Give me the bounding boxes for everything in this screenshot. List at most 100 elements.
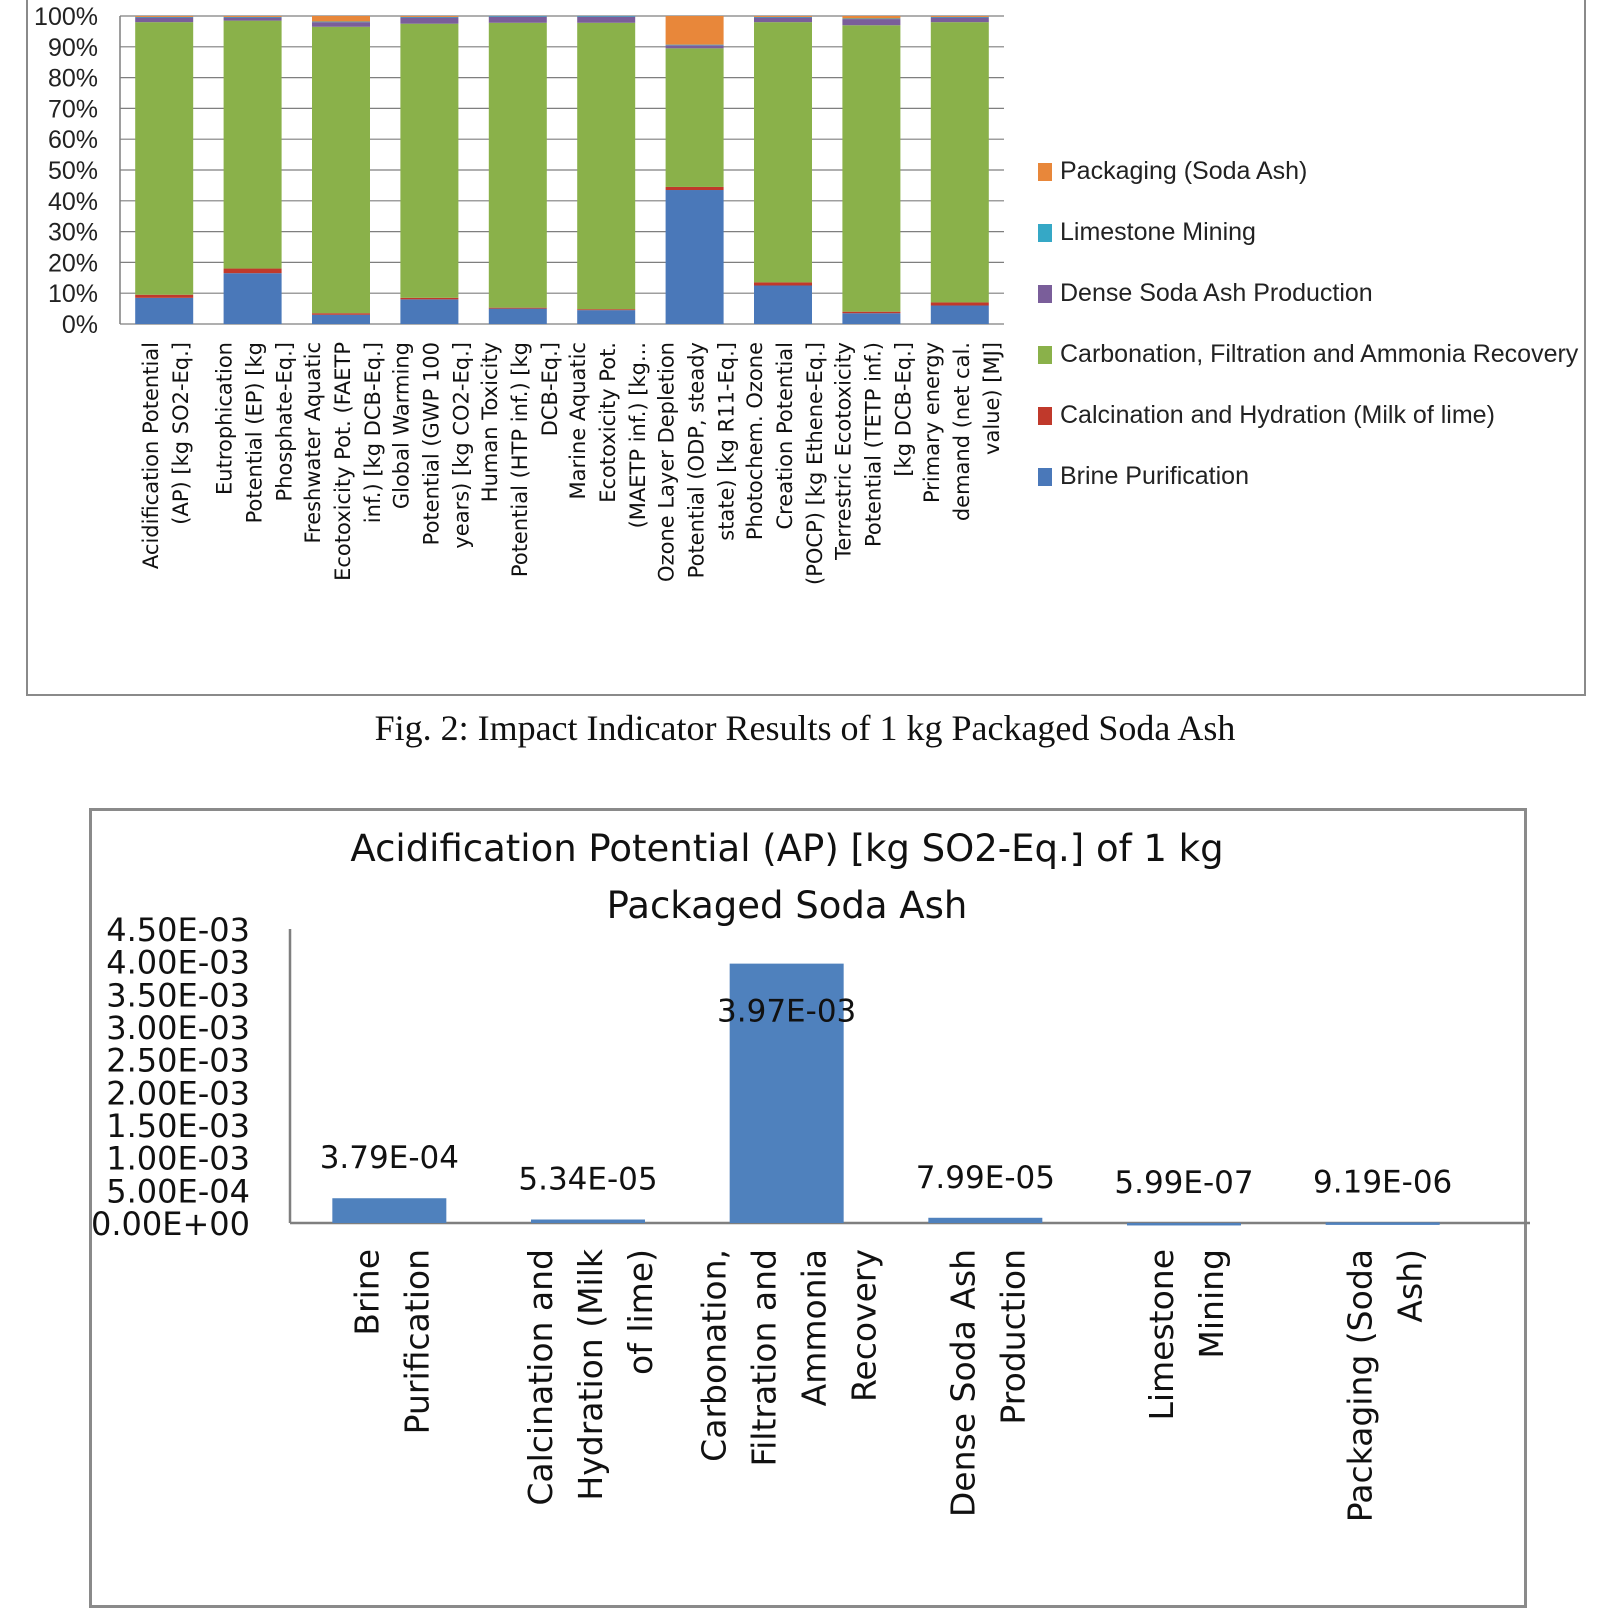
x-tick-label: value) [MJ] <box>980 342 1004 455</box>
data-label: 5.34E-05 <box>518 1162 657 1198</box>
y-tick-label: 30% <box>48 219 98 247</box>
bar-segment <box>400 23 459 298</box>
legend-label: Dense Soda Ash Production <box>1060 279 1373 307</box>
legend-swatch <box>1038 224 1052 242</box>
bar-segment <box>665 186 724 191</box>
bar-segment <box>842 18 901 20</box>
bar-segment <box>842 16 901 19</box>
data-label: 5.99E-07 <box>1114 1165 1253 1201</box>
bar-segment <box>842 313 901 324</box>
x-tick-label: Carbonation, <box>695 1249 734 1462</box>
bar-segment <box>754 22 812 283</box>
legend-swatch <box>1038 468 1052 486</box>
bar-segment <box>930 16 989 18</box>
x-tick-label: Global Warming <box>389 342 413 509</box>
bar-segment <box>930 305 989 324</box>
bar-segment <box>754 16 812 18</box>
bar-segment <box>400 299 459 324</box>
bar-segment <box>577 310 636 324</box>
bar-segment <box>930 17 989 23</box>
bar <box>531 1219 645 1223</box>
x-tick-label: (POCP) [kg Ethene-Eq.] <box>803 342 827 585</box>
x-tick-label: Hydration (Milk <box>571 1248 610 1500</box>
x-tick-label: (AP) [kg SO2-Eq.] <box>169 342 193 525</box>
y-tick-label: 1.50E-03 <box>106 1107 250 1145</box>
legend-swatch <box>1038 407 1052 425</box>
y-tick-label: 40% <box>48 188 98 216</box>
bar <box>332 1198 447 1223</box>
y-tick-label: 2.00E-03 <box>106 1074 250 1112</box>
bar-segment <box>312 314 370 324</box>
ap-bar-chart: Acidification Potential (AP) [kg SO2-Eq.… <box>89 808 1530 1608</box>
bar <box>1127 1222 1241 1226</box>
bar-segment <box>135 16 194 17</box>
x-tick-label: Potential (ODP, steady <box>685 342 709 578</box>
x-tick-label: Ozone Layer Depletion <box>655 342 679 582</box>
bar-segment <box>223 16 282 18</box>
bar-segment <box>400 16 459 18</box>
x-tick-label: Ecotoxicity Pot. <box>596 342 620 503</box>
bar-segment <box>400 297 459 300</box>
y-tick-label: 60% <box>48 126 98 154</box>
x-tick-label: Human Toxicity <box>478 342 502 502</box>
bar-segment <box>754 285 812 324</box>
x-tick-label: [kg DCB-Eq.] <box>891 342 915 477</box>
y-tick-label: 80% <box>48 65 98 93</box>
x-tick-label: Recovery <box>845 1249 884 1402</box>
bar-segment <box>312 26 370 314</box>
bar-segment <box>488 16 547 17</box>
bar-segment <box>930 302 989 306</box>
x-tick-label: Potential (TETP inf.) <box>861 342 885 547</box>
chart-title: Acidification Potential (AP) [kg SO2-Eq.… <box>350 827 1223 870</box>
y-tick-label: 5.00E-04 <box>106 1172 250 1210</box>
bar-segment <box>754 282 812 286</box>
x-tick-label: Production <box>993 1249 1032 1425</box>
data-label: 3.79E-04 <box>320 1140 459 1176</box>
bar-segment <box>400 17 459 24</box>
x-tick-label: DCB-Eq.] <box>538 342 562 436</box>
bar-segment <box>842 19 901 26</box>
x-tick-label: Primary energy <box>920 342 944 503</box>
x-tick-label: Terrestric Ecotoxicity <box>831 342 855 561</box>
bar-segment <box>754 16 812 17</box>
y-tick-label: 4.50E-03 <box>106 911 250 949</box>
x-tick-label: Ecotoxicity Pot. (FAETP <box>331 342 355 581</box>
bar <box>729 963 844 1223</box>
x-tick-label: Creation Potential <box>773 342 797 530</box>
x-tick-label: Freshwater Aquatic <box>301 342 325 544</box>
bar-segment <box>577 22 636 310</box>
legend-label: Brine Purification <box>1060 462 1249 490</box>
bar-segment <box>930 16 989 17</box>
data-label: 3.97E-03 <box>717 994 856 1030</box>
bar-segment <box>223 268 282 274</box>
y-tick-label: 70% <box>48 95 98 123</box>
x-tick-label: Potential (GWP 100 <box>419 342 443 545</box>
x-tick-label: Eutrophication <box>213 342 237 495</box>
bar-segment <box>488 307 547 309</box>
y-tick-label: 10% <box>48 280 98 308</box>
x-tick-label: Potential (EP) [kg <box>243 342 267 523</box>
bar-segment <box>842 311 901 314</box>
x-tick-label: Acidification Potential <box>139 342 163 569</box>
legend-swatch <box>1038 346 1052 364</box>
bar-segment <box>665 48 724 187</box>
y-tick-label: 20% <box>48 249 98 277</box>
bar-segment <box>135 297 194 324</box>
x-tick-label: inf.) [kg DCB-Eq.] <box>361 342 385 523</box>
x-tick-label: Packaging (Soda <box>1341 1249 1380 1522</box>
figure-caption: Fig. 2: Impact Indicator Results of 1 kg… <box>374 708 1236 748</box>
bar-segment <box>223 273 282 324</box>
x-tick-label: of lime) <box>621 1249 660 1375</box>
y-tick-label: 0.00E+00 <box>91 1205 250 1243</box>
x-tick-label: state) [kg R11-Eq.] <box>715 342 739 541</box>
y-tick-label: 100% <box>34 3 98 31</box>
y-tick-label: 2.50E-03 <box>106 1042 250 1080</box>
stacked-percent-chart: 0% 10% 20% 30% 40% 50% 60% 70% 80% 90% 100% Acidifi… <box>26 0 1586 696</box>
x-tick-label: Calcination and <box>521 1249 560 1506</box>
x-tick-label: Phosphate-Eq.] <box>273 342 297 501</box>
x-tick-label: Potential (HTP inf.) [kg <box>508 342 532 577</box>
bar-segment <box>400 16 459 17</box>
bar-segment <box>577 16 636 17</box>
stacked-chart-canvas: 0% 10% 20%30% 40% 50% 60% 70%80% 90% 100% Acidifi… <box>34 3 1579 585</box>
bar-chart-canvas: Acidification Potential (AP) [kg SO2-Eq.… <box>91 827 1530 1522</box>
